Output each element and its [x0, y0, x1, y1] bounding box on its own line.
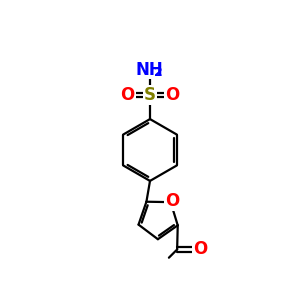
Text: O: O [121, 86, 135, 104]
Text: O: O [165, 192, 179, 210]
Text: 2: 2 [154, 66, 163, 79]
Text: O: O [165, 86, 179, 104]
Text: S: S [144, 86, 156, 104]
Text: O: O [193, 241, 207, 259]
Text: NH: NH [136, 61, 163, 79]
